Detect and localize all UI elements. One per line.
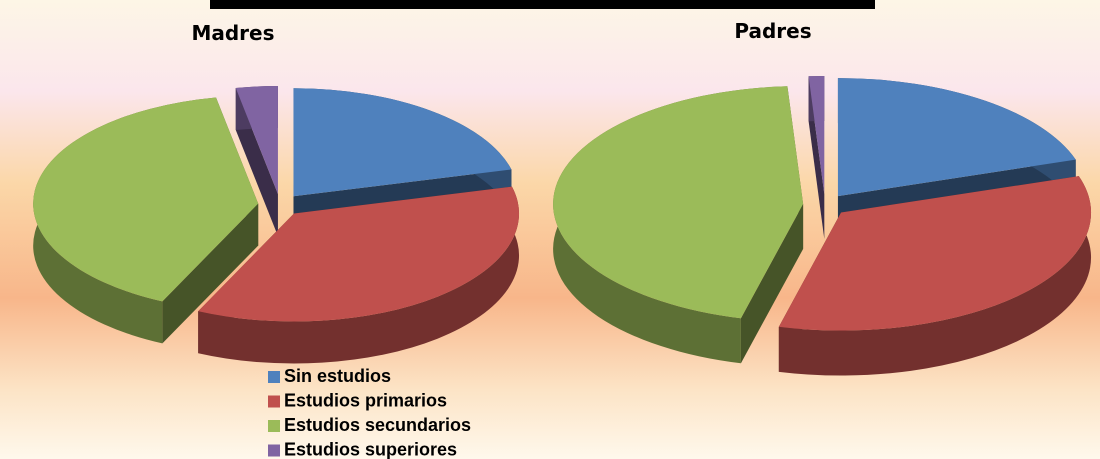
- chart-title: Madres: [191, 21, 274, 45]
- legend-swatch: [268, 444, 280, 457]
- pie-slice: [33, 97, 259, 302]
- pie-slice: [293, 88, 512, 197]
- top-bar: [210, 0, 875, 9]
- slice-side: [740, 203, 804, 364]
- pie-slice: [837, 78, 1076, 197]
- pie-slice: [198, 186, 520, 322]
- tops: [33, 86, 520, 322]
- pie-slice: [235, 86, 278, 195]
- legend-label: Estudios secundarios: [284, 415, 471, 435]
- tops: [553, 76, 1092, 331]
- chart-title: Padres: [734, 19, 811, 43]
- pie-slice: [778, 176, 1092, 331]
- legend-swatch: [268, 420, 280, 432]
- pie-slice: [553, 86, 804, 319]
- legend-swatch: [268, 395, 280, 408]
- legend-label: Estudios primarios: [284, 390, 447, 410]
- slice-side: [778, 176, 1092, 376]
- slice-side: [198, 186, 520, 364]
- legend: Sin estudios Estudios primarios Estudios s…: [268, 366, 471, 459]
- legend-label: Sin estudios: [284, 366, 391, 386]
- slice-side: [162, 203, 259, 344]
- legend-swatch: [268, 371, 280, 383]
- legend-label: Estudios superiores: [284, 439, 457, 459]
- pie-slice: [808, 76, 825, 195]
